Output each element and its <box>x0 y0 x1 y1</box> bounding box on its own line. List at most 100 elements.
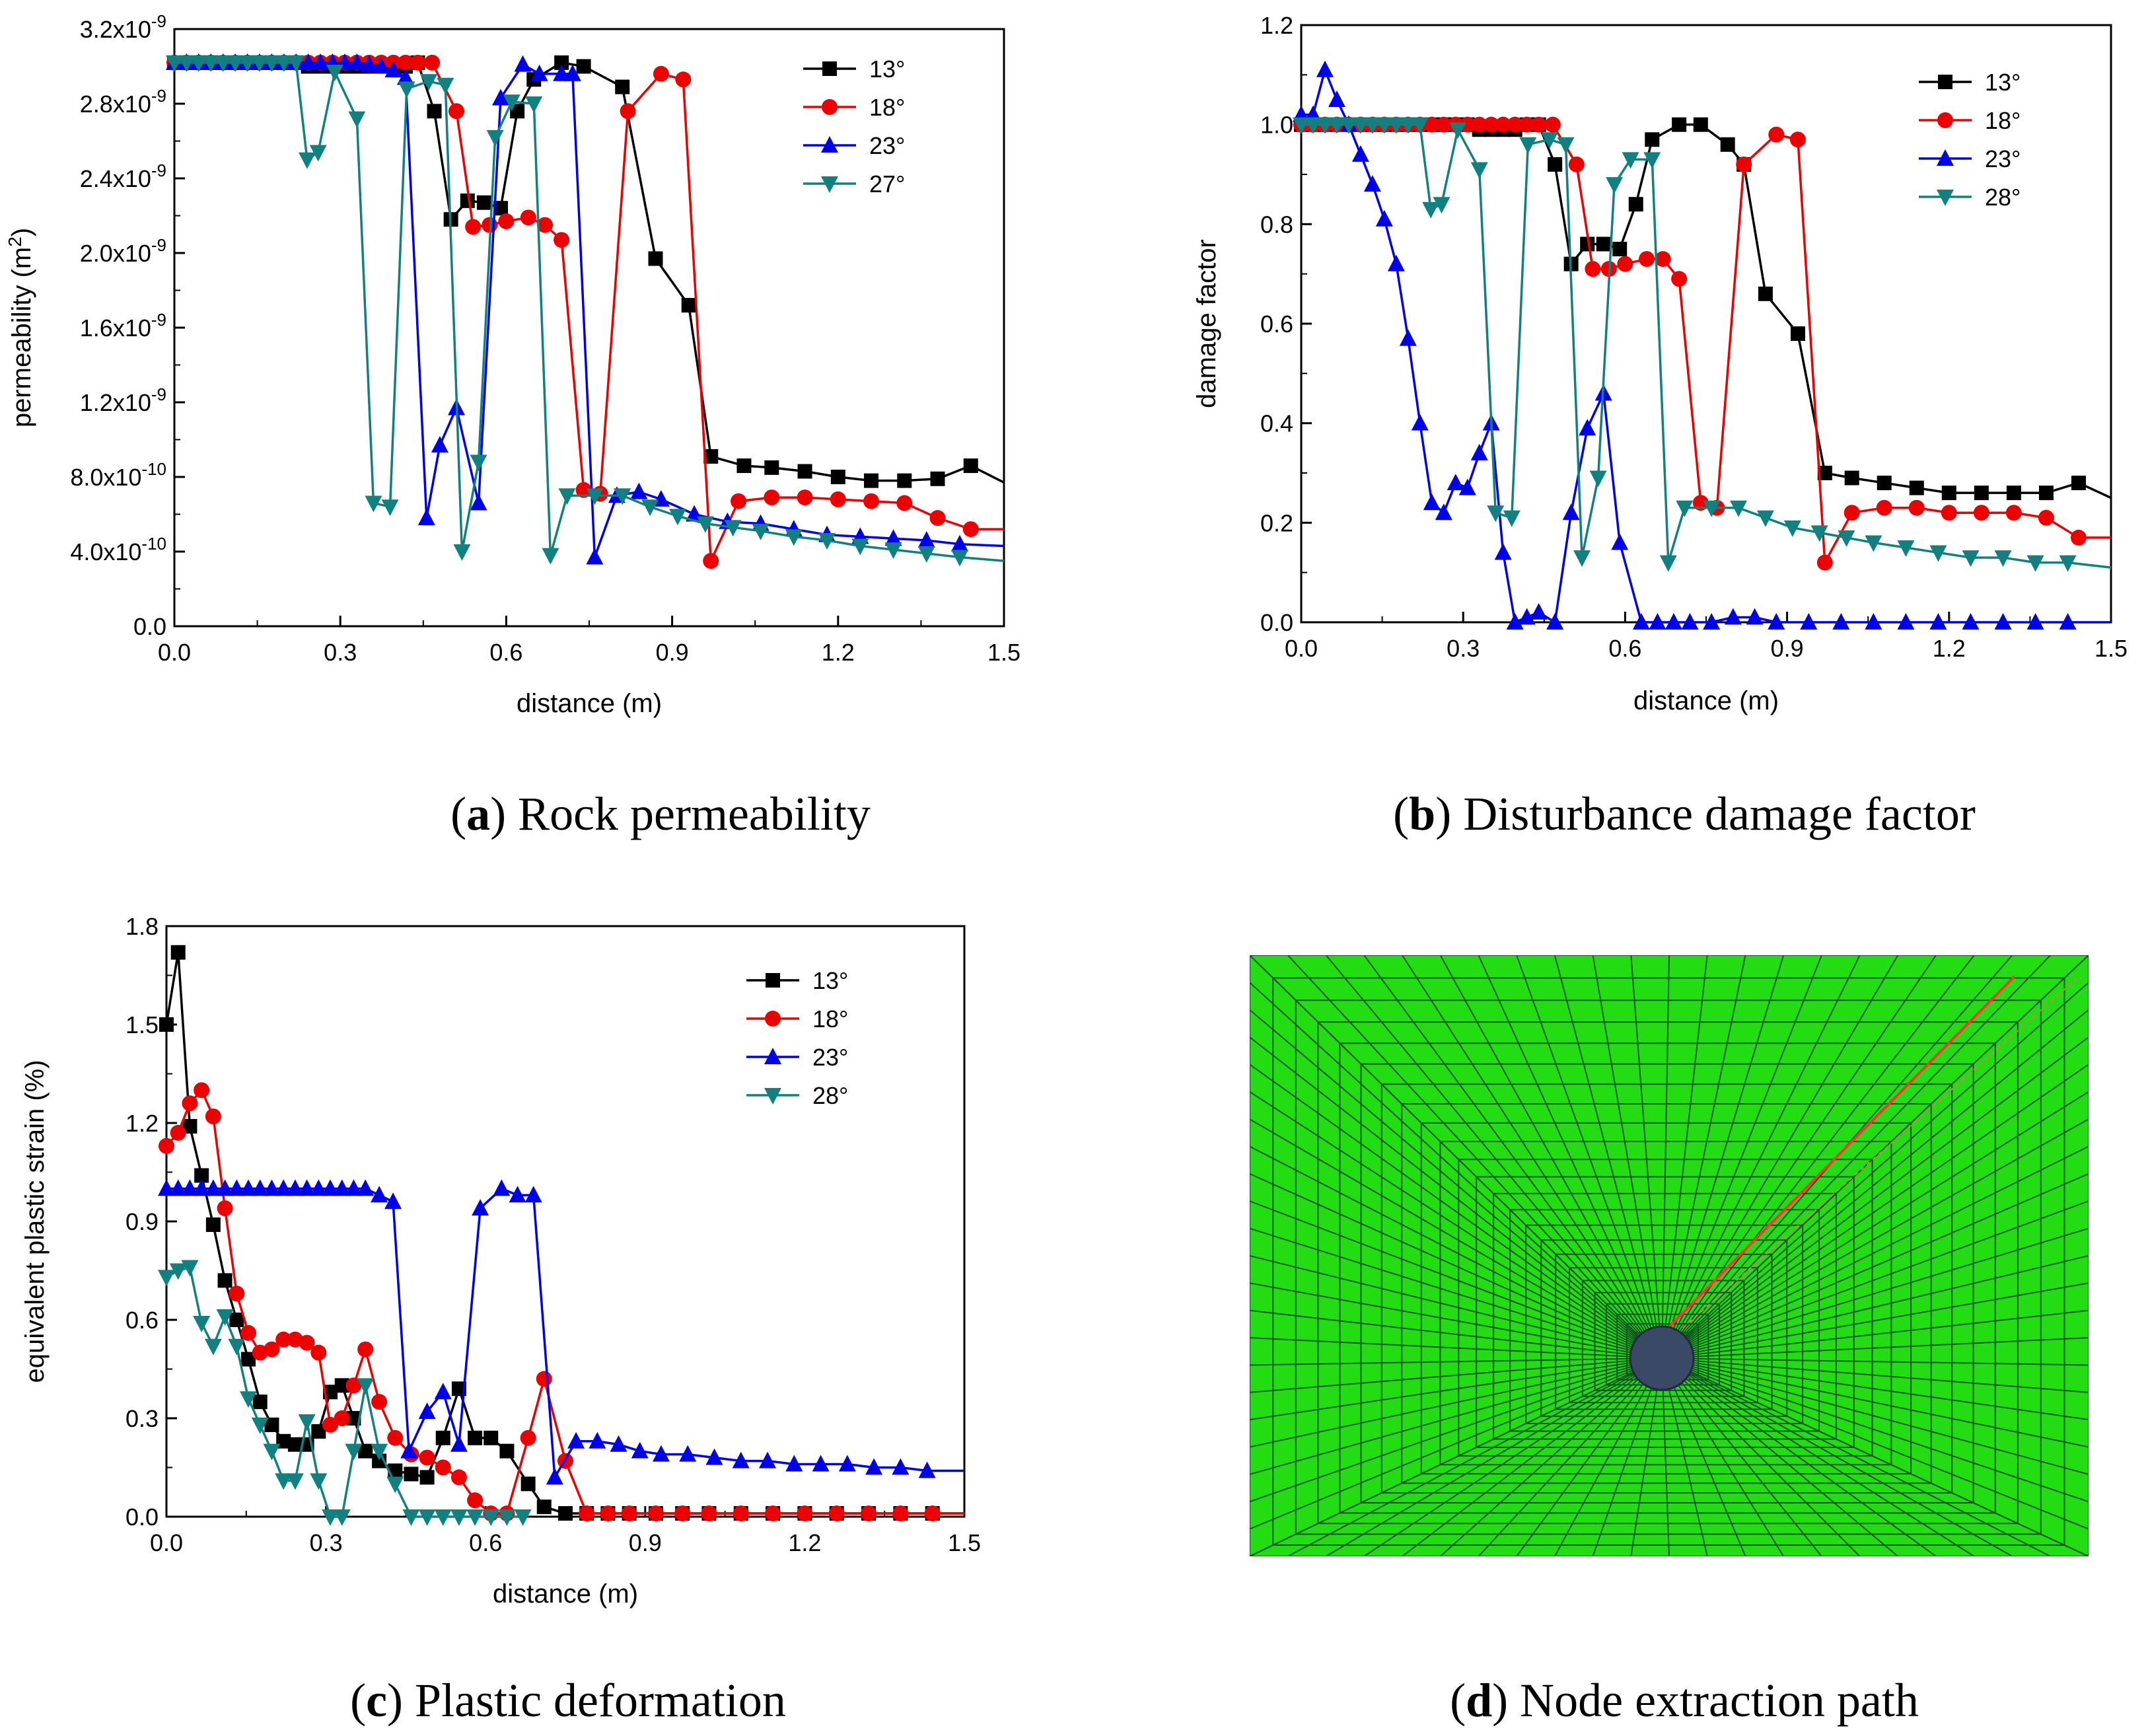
y-axis-label: equivalent plastic strain (%) <box>20 1060 50 1383</box>
data-point <box>884 529 902 546</box>
data-point <box>1649 613 1666 630</box>
data-point <box>1628 197 1643 212</box>
data-point <box>498 213 515 229</box>
mesh-radial <box>1592 955 1663 1359</box>
data-point <box>1720 137 1735 152</box>
data-point <box>309 145 327 162</box>
data-point <box>371 1186 388 1203</box>
data-point <box>1908 499 1925 516</box>
data-point <box>435 1459 451 1476</box>
data-point <box>897 473 912 488</box>
data-point <box>410 54 426 71</box>
data-point <box>1844 470 1859 486</box>
y-tick-exponent: -10 <box>141 534 166 554</box>
data-point <box>563 64 581 81</box>
data-point <box>169 1179 187 1196</box>
data-point <box>674 1505 691 1522</box>
data-point <box>400 1441 418 1459</box>
y-tick-label: 0.8 <box>1260 211 1293 238</box>
data-point <box>1519 137 1537 154</box>
data-point <box>252 1394 268 1410</box>
mesh-radial <box>1250 1357 1663 1530</box>
data-point <box>1681 613 1699 630</box>
data-point <box>701 1505 717 1522</box>
mesh-radial <box>1661 1357 2089 1366</box>
data-point <box>1540 132 1558 149</box>
data-point <box>1580 236 1595 252</box>
data-point <box>586 488 604 505</box>
data-point <box>1671 271 1688 287</box>
data-point <box>865 1458 883 1475</box>
data-point <box>420 74 438 91</box>
data-point <box>2026 555 2044 572</box>
data-point <box>1519 116 1535 133</box>
data-point <box>828 1505 845 1522</box>
legend-label: 13° <box>1985 69 2021 96</box>
data-point <box>263 1443 281 1461</box>
data-point <box>1363 117 1381 134</box>
data-point <box>357 1378 375 1395</box>
x-tick-label: 0.6 <box>469 1529 502 1556</box>
mesh-radial <box>1661 955 1785 1359</box>
mesh-radial <box>1661 1357 1899 1556</box>
mesh-radial <box>1661 1357 1937 1556</box>
data-point <box>764 460 779 475</box>
data-point <box>1693 117 1708 132</box>
legend-marker <box>766 973 780 988</box>
data-point <box>427 104 442 119</box>
mesh-radial <box>1250 1145 1663 1359</box>
data-point <box>298 1414 316 1431</box>
mesh-radial <box>1661 1337 2089 1359</box>
data-point <box>1611 533 1629 550</box>
data-point <box>1622 152 1639 169</box>
data-point <box>554 232 570 248</box>
legend-label: 28° <box>1985 184 2021 211</box>
mesh-radial <box>1250 1118 1663 1359</box>
data-point <box>1573 550 1591 567</box>
data-point <box>1562 503 1580 521</box>
data-point <box>675 71 692 88</box>
y-tick-exponent: -9 <box>151 310 166 330</box>
data-point <box>1736 156 1752 172</box>
y-tick-label: 0.9 <box>125 1208 159 1235</box>
data-point <box>917 531 935 548</box>
y-axis-label: damage factor <box>1192 239 1221 408</box>
x-tick-label: 0.9 <box>656 639 689 666</box>
legend-label: 23° <box>1985 145 2021 172</box>
data-point <box>520 1476 536 1492</box>
data-point <box>1328 90 1345 107</box>
data-point <box>2006 486 2021 501</box>
data-point <box>468 1430 483 1445</box>
data-point <box>205 1108 221 1125</box>
mesh-radial <box>1287 955 1663 1359</box>
data-point <box>346 1411 361 1426</box>
data-point <box>1816 554 1833 571</box>
mesh-radial <box>1402 1357 1663 1556</box>
legend-entry: 18° <box>746 1005 848 1032</box>
data-point <box>193 1179 211 1196</box>
data-point <box>240 1324 257 1341</box>
data-point <box>386 1476 404 1494</box>
data-point <box>579 1505 595 1522</box>
data-point <box>1435 116 1452 133</box>
data-point <box>1375 117 1393 134</box>
data-point <box>1724 608 1742 625</box>
data-point <box>838 1455 856 1472</box>
data-point <box>2059 613 2077 630</box>
data-point <box>1929 613 1947 630</box>
data-point <box>287 55 305 72</box>
legend-label: 23° <box>812 1044 848 1071</box>
data-point <box>567 1431 585 1449</box>
data-point <box>765 1505 781 1522</box>
data-point <box>482 1509 500 1526</box>
data-point <box>1423 493 1441 511</box>
data-point <box>1832 613 1850 630</box>
data-point <box>610 1435 627 1452</box>
data-point <box>696 516 714 533</box>
mesh-radial <box>1630 955 1663 1359</box>
data-point <box>419 1449 435 1466</box>
data-point <box>1897 613 1915 630</box>
data-point <box>705 1448 723 1465</box>
mesh-radial <box>1250 1255 1663 1359</box>
data-point <box>818 533 836 550</box>
